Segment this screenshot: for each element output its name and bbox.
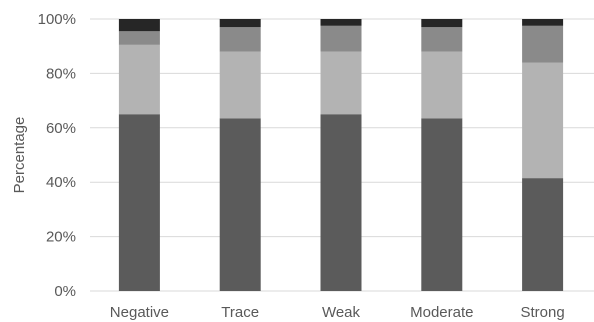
y-tick-label: 0% [54,283,76,300]
x-category-label: Weak [322,304,361,321]
y-tick-label: 80% [46,65,76,82]
bar-segment [320,114,362,291]
bar-segment [421,118,463,291]
x-category-label: Trace [221,304,259,321]
bar-segment [421,51,463,119]
bar-segment [219,27,261,52]
bar-segment [522,25,564,63]
y-tick-labels: 0% 20% 40% 60% 80% 100% [38,11,76,300]
category-labels: Negative Trace Weak Moderate Strong [110,304,565,321]
bar-segment [522,62,564,179]
y-axis-title: Percentage [11,117,28,194]
bar-segment [118,44,160,115]
bar-segment [522,19,564,26]
y-tick-label: 60% [46,120,76,137]
bar-segment [320,51,362,115]
bar-segment [421,27,463,52]
bars [118,19,564,291]
bar-segment [118,19,160,32]
y-tick-label: 40% [46,174,76,191]
bar-segment [219,51,261,119]
bar-segment [421,19,463,28]
x-category-label: Strong [520,304,564,321]
x-category-label: Moderate [410,304,473,321]
bar-segment [320,25,362,52]
bar-segment [118,31,160,45]
x-category-label: Negative [110,304,169,321]
bar-segment [219,19,261,28]
y-tick-label: 100% [38,11,76,28]
bar-segment [219,118,261,291]
bar-segment [522,178,564,291]
bar-segment [118,114,160,291]
bar-segment [320,19,362,26]
y-tick-label: 20% [46,229,76,246]
